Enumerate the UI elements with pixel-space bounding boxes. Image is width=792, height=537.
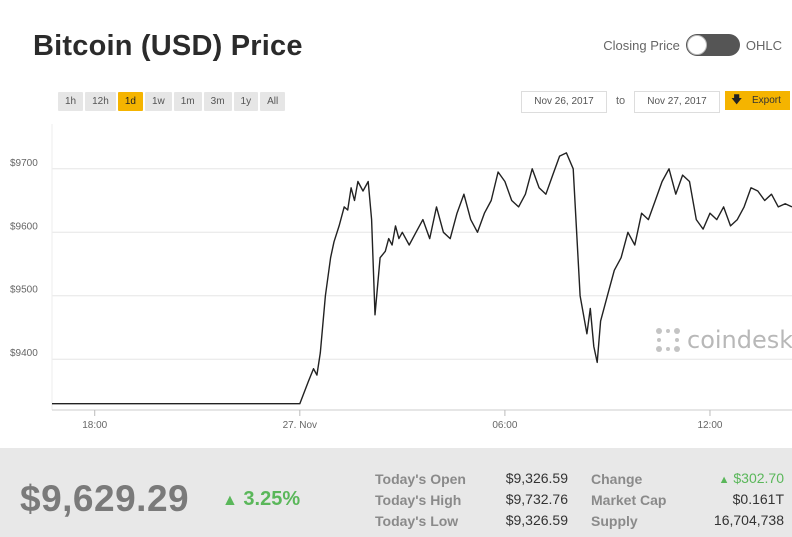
coindesk-logo-icon — [656, 328, 680, 352]
price-chart[interactable]: $9400 $9500 $9600 $9700 18:00 27. Nov 06:00 12:… — [0, 118, 792, 448]
percent-change-value: 3.25% — [243, 488, 301, 510]
export-label: Export — [752, 95, 781, 106]
price-line[interactable] — [52, 152, 792, 405]
date-to-input[interactable]: Nov 27, 2017 — [634, 91, 720, 113]
price-summary-panel: $9,629.29 ▲ 3.25% Today's Open $9,326.59… — [0, 448, 792, 537]
range-selector: 1h 12h 1d 1w 1m 3m 1y All — [58, 92, 286, 111]
todays-open-value: $9,326.59 — [505, 470, 568, 486]
coindesk-watermark: coindesk — [655, 326, 792, 354]
todays-low-label: Today's Low — [375, 513, 459, 529]
supply-value: 16,704,738 — [713, 512, 784, 528]
current-price: $9,629.29 — [20, 478, 190, 519]
y-tick-label: $9600 — [10, 221, 38, 232]
range-button-1w[interactable]: 1w — [144, 92, 172, 111]
range-button-12h[interactable]: 12h — [85, 92, 116, 111]
change-value-text: $302.70 — [733, 470, 784, 486]
closing-price-label: Closing Price — [603, 37, 680, 53]
price-mode-toggle-group: Closing Price OHLC — [603, 34, 782, 56]
y-tick-label: $9700 — [10, 158, 38, 169]
range-button-1y[interactable]: 1y — [233, 92, 259, 111]
range-button-1d[interactable]: 1d — [117, 92, 143, 111]
toggle-knob — [686, 35, 707, 55]
todays-open-label: Today's Open — [375, 471, 466, 487]
date-to-label: to — [616, 95, 626, 107]
percent-change: ▲ 3.25% — [222, 488, 300, 511]
x-tick-label: 06:00 — [492, 420, 517, 431]
y-tick-label: $9500 — [10, 285, 38, 296]
watermark-text: coindesk — [687, 326, 792, 354]
range-button-All[interactable]: All — [260, 92, 286, 111]
price-mode-toggle[interactable] — [685, 34, 740, 56]
todays-high-label: Today's High — [375, 492, 462, 508]
change-up-icon: ▲ — [718, 474, 730, 486]
up-arrow-icon: ▲ — [222, 492, 238, 509]
export-button[interactable]: 🡇 Export — [725, 91, 790, 110]
y-tick-label: $9400 — [10, 348, 38, 359]
supply-label: Supply — [591, 513, 638, 529]
date-from-input[interactable]: Nov 26, 2017 — [521, 91, 607, 113]
page-title: Bitcoin (USD) Price — [33, 30, 303, 62]
market-cap-value: $0.161T — [732, 491, 784, 507]
x-tick-label: 12:00 — [697, 420, 722, 431]
range-button-3m[interactable]: 3m — [203, 92, 232, 111]
x-tick-label: 18:00 — [82, 420, 107, 431]
todays-high-value: $9,732.76 — [505, 491, 568, 507]
change-label: Change — [591, 471, 643, 487]
todays-low-value: $9,326.59 — [505, 512, 568, 528]
download-icon: 🡇 — [731, 94, 743, 106]
range-button-1h[interactable]: 1h — [58, 92, 84, 111]
range-button-1m[interactable]: 1m — [173, 92, 202, 111]
market-cap-label: Market Cap — [591, 492, 667, 508]
ohlc-label: OHLC — [745, 37, 782, 53]
x-tick-label: 27. Nov — [283, 420, 317, 431]
change-value: ▲ $302.70 — [719, 470, 784, 486]
